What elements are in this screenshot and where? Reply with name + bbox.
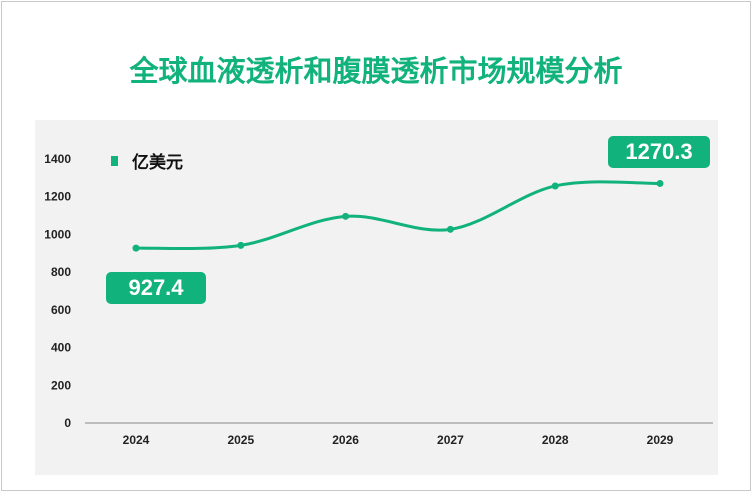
- x-tick-label: 2027: [437, 433, 464, 447]
- callout-last-value: 1270.3: [608, 136, 710, 168]
- data-point: [656, 179, 664, 187]
- series-line: [134, 180, 662, 251]
- y-tick-label: 400: [51, 341, 71, 355]
- y-tick-label: 600: [51, 303, 71, 317]
- data-point: [342, 212, 350, 220]
- x-tick-label: 2024: [123, 433, 150, 447]
- data-point: [237, 241, 245, 249]
- callout-first-value: 927.4: [106, 272, 206, 304]
- legend-swatch: [111, 155, 118, 166]
- data-point: [446, 225, 454, 233]
- y-tick-label: 1400: [44, 152, 71, 166]
- data-point: [551, 182, 559, 190]
- y-tick-label: 1000: [44, 227, 71, 241]
- data-point: [132, 244, 140, 252]
- legend-label: 亿美元: [132, 153, 183, 173]
- x-tick-label: 2026: [332, 433, 359, 447]
- chart-title: 全球血液透析和腹膜透析市场规模分析: [129, 54, 623, 88]
- x-tick-label: 2029: [647, 433, 674, 447]
- y-tick-label: 800: [51, 265, 71, 279]
- legend: 亿美元: [111, 148, 183, 173]
- x-tick-label: 2028: [542, 433, 569, 447]
- y-tick-label: 0: [64, 416, 71, 430]
- x-tick-label: 2025: [227, 433, 254, 447]
- y-tick-label: 1200: [44, 190, 71, 204]
- y-tick-label: 200: [51, 378, 71, 392]
